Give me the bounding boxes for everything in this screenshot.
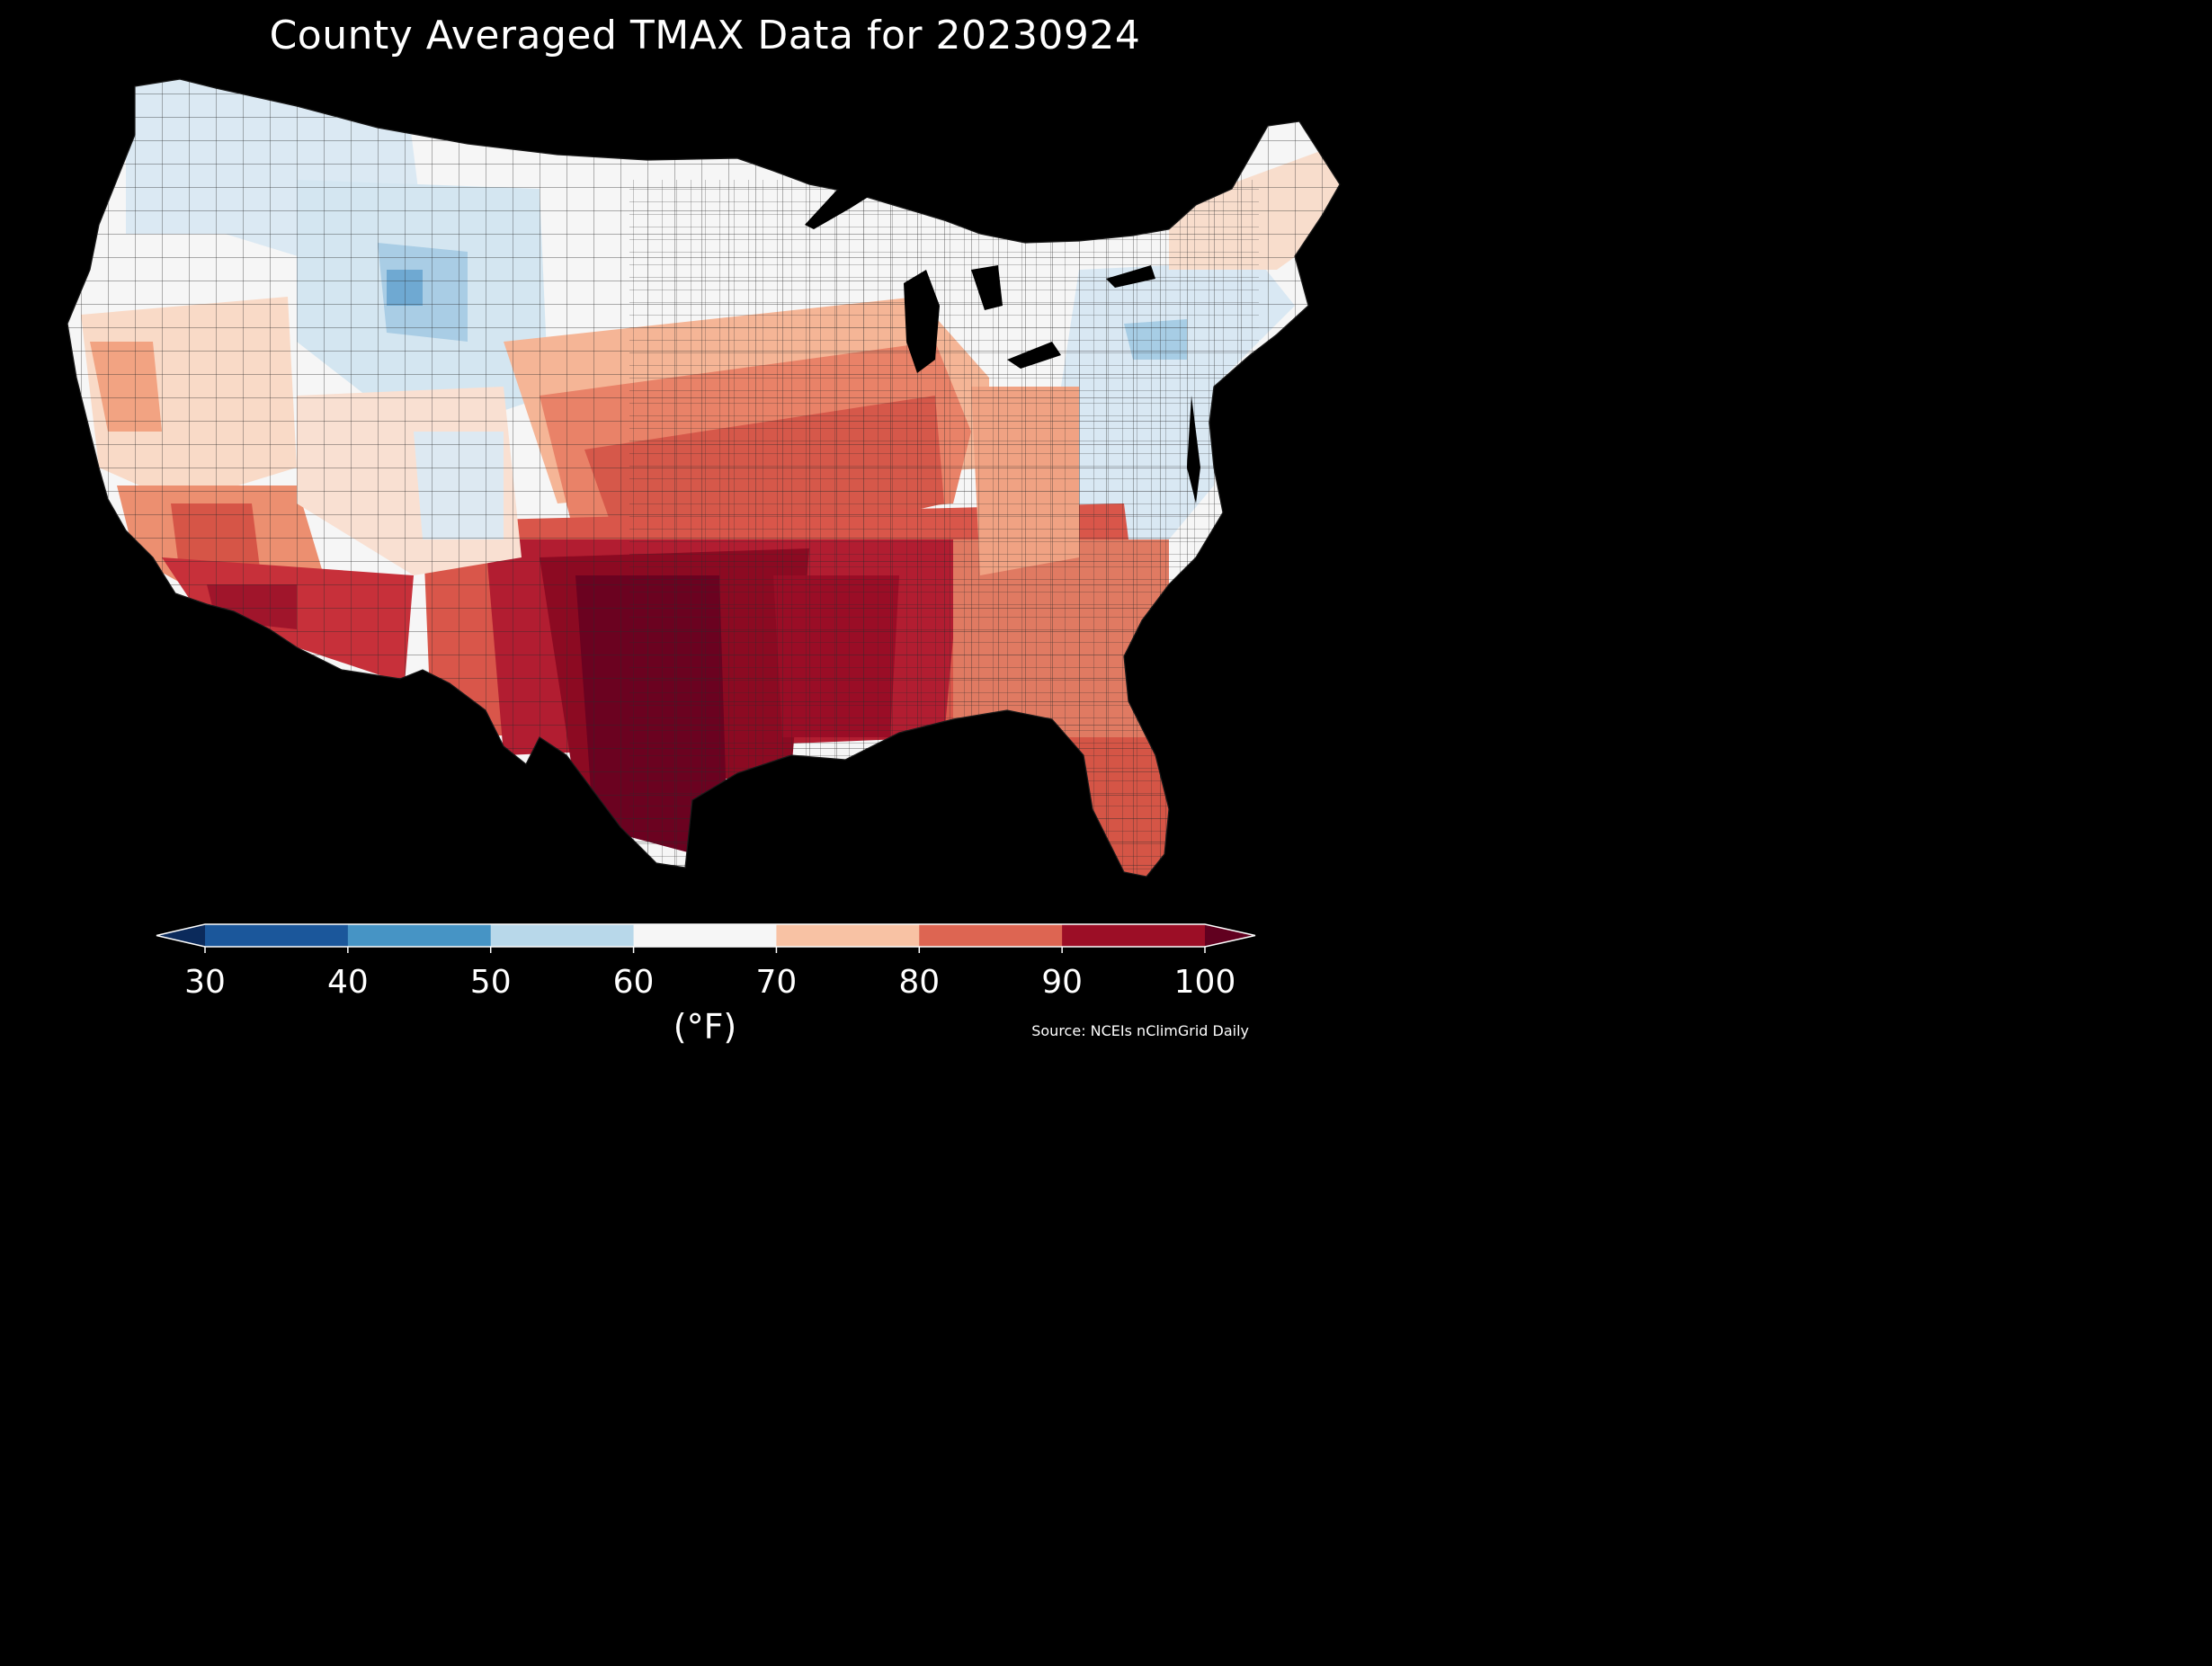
colorbar-bin-60-70	[633, 924, 777, 947]
great-lakes	[805, 176, 1155, 373]
colorbar-tick-label: 90	[1041, 964, 1084, 1001]
lake-ontario	[1106, 265, 1155, 288]
lake-michigan	[904, 270, 940, 373]
colorbar-bin-80-90	[919, 924, 1063, 947]
colorbar-bin-30-40	[205, 924, 349, 947]
colorbar-unit-label: (°F)	[673, 1007, 737, 1047]
colorbar-tick-label: 100	[1173, 964, 1236, 1001]
colorbar	[156, 923, 1256, 953]
colorbar-tick-label: 50	[469, 964, 512, 1001]
colorbar-bin-70-80	[776, 924, 920, 947]
us-county-tmax-map	[67, 78, 1341, 878]
colorbar-extend-low	[156, 924, 205, 947]
map-title: County Averaged TMAX Data for 20230924	[269, 13, 1141, 58]
colorbar-tick-label: 30	[184, 964, 226, 1001]
colorbar-bin-40-50	[347, 924, 492, 947]
lake-huron	[971, 265, 1003, 310]
lake-superior	[805, 176, 881, 229]
colorbar-tick-label: 40	[326, 964, 369, 1001]
colorbar-tick-label: 60	[612, 964, 655, 1001]
source-caption: Source: NCEIs nClimGrid Daily	[1031, 1022, 1249, 1039]
colorbar-bin-50-60	[490, 924, 635, 947]
colorbar-tick-label: 70	[755, 964, 798, 1001]
colorbar-tick-label: 80	[898, 964, 941, 1001]
colorbar-extend-high	[1205, 924, 1255, 947]
chesapeake-bay	[1187, 396, 1200, 503]
lake-erie	[1007, 342, 1061, 369]
colorbar-bin-90-100	[1062, 924, 1206, 947]
